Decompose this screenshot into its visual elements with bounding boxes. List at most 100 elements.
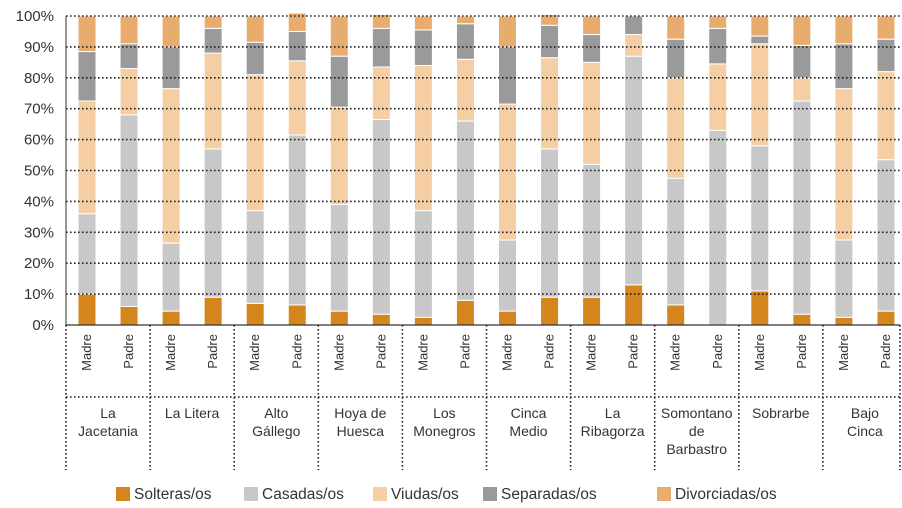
bar-segment — [666, 304, 686, 326]
sub-category-label: Madre — [331, 334, 346, 371]
group-label: La — [605, 405, 621, 421]
group-label: Bajo — [851, 405, 879, 421]
group-label: Barbastro — [666, 441, 727, 457]
bar-segment — [750, 15, 770, 37]
sub-category-label: Padre — [794, 334, 809, 369]
sub-category-label: Madre — [752, 334, 767, 371]
bar-segment — [498, 15, 517, 48]
legend-entry: Divorciadas/os — [675, 486, 777, 503]
legend-entry: Separadas/os — [501, 486, 597, 503]
group-label: Monegros — [413, 423, 475, 439]
bar-segment — [834, 15, 854, 45]
bar-segment — [834, 43, 854, 90]
sub-category-label: Padre — [121, 334, 136, 369]
sub-category-label: Padre — [457, 334, 472, 369]
bar-segment — [329, 310, 349, 326]
bar-segment — [455, 23, 475, 60]
bar-segment — [876, 310, 896, 326]
bar-segment — [455, 58, 475, 122]
bar-segment — [540, 13, 560, 26]
bar-segment — [624, 15, 644, 36]
sub-category-label: Madre — [836, 334, 851, 371]
legend-swatch — [373, 487, 387, 501]
bar-segment — [203, 52, 223, 150]
y-tick-label: 90% — [24, 39, 54, 56]
bar-segment — [119, 114, 139, 307]
bar-segment — [876, 159, 896, 312]
bar-segment — [245, 210, 265, 304]
bar-segment — [287, 304, 307, 326]
bar-segment — [498, 239, 517, 312]
bar-segment — [624, 284, 644, 326]
bar-segment — [582, 296, 602, 326]
group-label: Cinca — [847, 423, 883, 439]
bar-segment — [371, 13, 391, 29]
legend-swatch — [244, 487, 258, 501]
bar-segment — [161, 242, 181, 312]
group-label: Sobrarbe — [752, 405, 810, 421]
bar-segment — [161, 46, 181, 90]
bar-segment — [77, 51, 97, 102]
bar-segment — [750, 290, 770, 326]
group-label: Somontano — [661, 405, 733, 421]
group-label: Cinca — [511, 405, 547, 421]
group-label: Hoya de — [334, 405, 386, 421]
legend-swatch — [657, 487, 671, 501]
legend-entry: Solteras/os — [134, 486, 212, 503]
sub-category-label: Madre — [500, 334, 515, 371]
bar-segment — [582, 15, 602, 36]
bar-segment — [750, 145, 770, 292]
legend-swatch — [483, 487, 497, 501]
bar-segment — [792, 100, 812, 315]
bar-segment — [455, 120, 475, 301]
sub-category-label: Madre — [163, 334, 178, 371]
group-label: de — [689, 423, 705, 439]
bar-segment — [287, 134, 307, 306]
bar-segment — [876, 71, 896, 161]
sub-category-label: Padre — [542, 334, 557, 369]
bar-segment — [792, 15, 812, 46]
bar-segment — [498, 46, 517, 105]
sub-category-label: Padre — [373, 334, 388, 369]
bar-segment — [498, 310, 517, 326]
bar-segment — [540, 296, 560, 326]
bar-segment — [792, 44, 812, 79]
bar-segment — [498, 103, 517, 241]
bar-segment — [413, 64, 433, 212]
y-tick-label: 80% — [24, 70, 54, 87]
y-tick-label: 40% — [24, 193, 54, 210]
bar-segment — [582, 34, 602, 63]
bar-segment — [203, 296, 223, 326]
group-label: La Litera — [165, 405, 220, 421]
bar-segment — [666, 77, 686, 179]
legend-entry: Viudas/os — [391, 486, 459, 503]
bar-segment — [413, 316, 433, 326]
bar-segment — [161, 15, 181, 48]
bar-segment — [792, 313, 812, 326]
sub-category-label: Madre — [584, 334, 599, 371]
group-label: Ribagorza — [581, 423, 645, 439]
bar-segment — [245, 74, 265, 212]
bar-segment — [161, 88, 181, 244]
bar-segment — [161, 310, 181, 326]
bar-segment — [119, 305, 139, 326]
sub-category-label: Padre — [878, 334, 893, 369]
bar-segment — [666, 177, 686, 306]
bar-segment — [413, 15, 433, 31]
bar-segment — [708, 63, 728, 131]
bar-segment — [582, 163, 602, 298]
y-tick-label: 0% — [32, 317, 54, 334]
bar-segment — [455, 299, 475, 326]
bar-segment — [77, 100, 97, 215]
group-label: Gállego — [252, 423, 300, 439]
bar-segment — [287, 60, 307, 136]
bar-segment — [750, 35, 770, 45]
y-tick-label: 20% — [24, 255, 54, 272]
bar-segment — [792, 77, 812, 102]
sub-category-label: Padre — [626, 334, 641, 369]
sub-category-label: Madre — [247, 334, 262, 371]
y-tick-label: 100% — [16, 8, 54, 25]
bar-segment — [540, 24, 560, 59]
y-tick-label: 10% — [24, 286, 54, 303]
